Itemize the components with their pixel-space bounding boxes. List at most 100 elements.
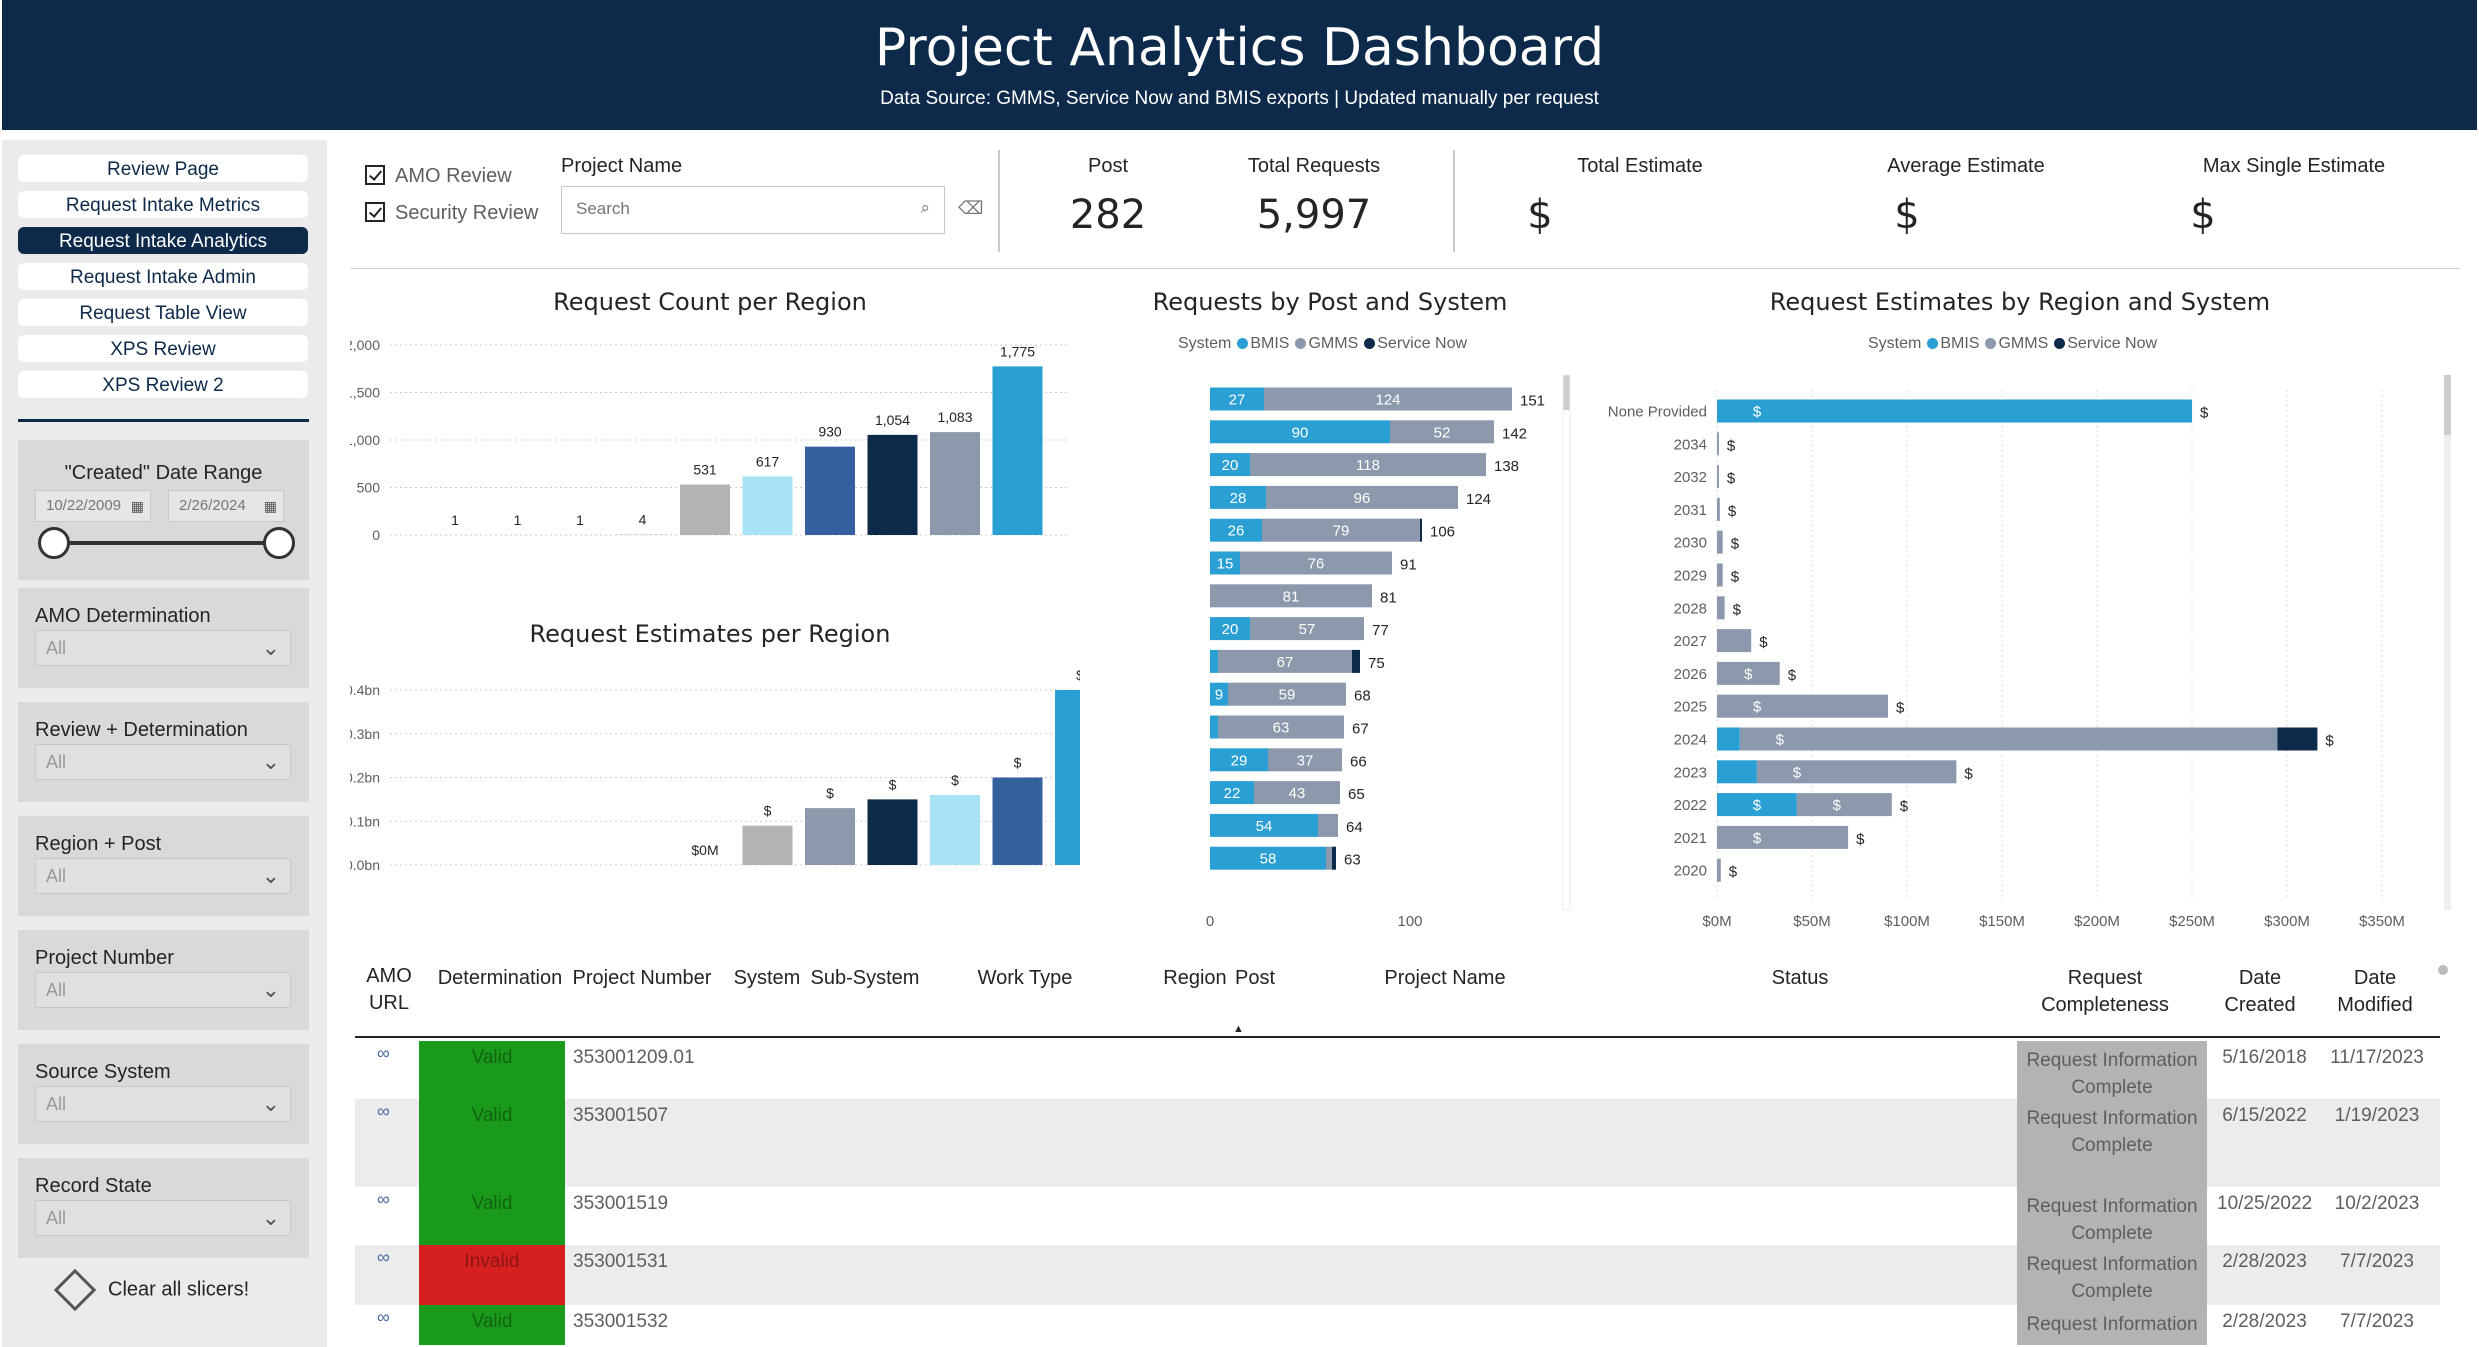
date-slider-start-handle[interactable]	[38, 527, 70, 559]
bar-segment	[1228, 682, 1346, 706]
bar-segment	[1210, 649, 1218, 673]
link-icon[interactable]: ∞	[377, 1043, 390, 1063]
link-icon[interactable]: ∞	[377, 1101, 390, 1121]
col-date-modified[interactable]: Date Modified	[2337, 967, 2413, 1016]
legend-item[interactable]: BMIS	[1250, 335, 1290, 352]
table-row[interactable]: ∞ Invalid 353001531 Request Information Com…	[355, 1245, 2440, 1305]
x-tick-label: 0	[1206, 913, 1214, 930]
legend-dot	[1927, 338, 1939, 349]
project-name-search[interactable]: ⌕	[561, 186, 945, 234]
date-slider-track[interactable]	[52, 541, 276, 545]
col-date-created[interactable]: Date Created	[2224, 967, 2296, 1016]
y-tick-label: 1,500	[350, 385, 380, 401]
dashboard-header: Project Analytics Dashboard Data Source:…	[2, 0, 2477, 130]
col-region[interactable]: Region	[1163, 967, 1227, 989]
col-work-type[interactable]: Work Type	[977, 967, 1073, 989]
project-number-cell: 353001531	[573, 1251, 669, 1272]
segment-label: 29	[1231, 752, 1248, 769]
nav-request-intake-analytics[interactable]: Request Intake Analytics	[18, 227, 308, 254]
table-row[interactable]: ∞ Valid 353001532 Request Information 2/28/2…	[355, 1305, 2440, 1345]
date-slider-end-handle[interactable]	[263, 527, 295, 559]
bar	[742, 825, 793, 865]
total-label: $	[1731, 536, 1740, 553]
nav-xps-review[interactable]: XPS Review	[18, 335, 308, 362]
nav-request-intake-metrics[interactable]: Request Intake Metrics	[18, 191, 308, 218]
sort-ascending-icon[interactable]: ▲	[1233, 1023, 1244, 1035]
calendar-icon[interactable]: ▦	[130, 498, 144, 514]
link-icon[interactable]: ∞	[377, 1247, 390, 1267]
total-label: 77	[1372, 622, 1389, 639]
review-determination-dropdown[interactable]: All ⌄	[35, 744, 291, 780]
security-review-checkbox[interactable]: Security Review	[365, 202, 538, 225]
nav-review-page[interactable]: Review Page	[18, 155, 308, 182]
search-icon[interactable]: ⌕	[920, 198, 930, 217]
col-amo-url[interactable]: AMO URL	[355, 963, 423, 1017]
eraser-icon[interactable]: ⌫	[958, 198, 984, 218]
legend-item[interactable]: GMMS	[1308, 335, 1359, 352]
legend-item[interactable]: Service Now	[2067, 335, 2158, 352]
col-status[interactable]: Status	[1771, 967, 1829, 989]
record-state-dropdown[interactable]: All ⌄	[35, 1200, 291, 1236]
total-label: 75	[1368, 655, 1385, 672]
calendar-icon[interactable]: ▦	[263, 498, 277, 514]
data-label: $0M	[691, 842, 718, 858]
scrollbar	[1563, 375, 1570, 410]
bar-segment	[1210, 420, 1390, 444]
bar-segment	[1210, 813, 1318, 837]
legend-item[interactable]: BMIS	[1940, 335, 1980, 352]
bar-segment	[1262, 518, 1420, 542]
project-number-cell: 353001519	[573, 1193, 669, 1214]
segment-label: 28	[1230, 490, 1247, 507]
link-icon[interactable]: ∞	[377, 1307, 390, 1327]
data-label: $	[826, 785, 834, 801]
legend-item[interactable]: GMMS	[1998, 335, 2049, 352]
legend-item[interactable]: Service Now	[1377, 335, 1468, 352]
amo-determination-dropdown[interactable]: All ⌄	[35, 630, 291, 666]
source-system-dropdown[interactable]: All ⌄	[35, 1086, 291, 1122]
search-input[interactable]	[562, 187, 892, 231]
nav-request-table-view[interactable]: Request Table View	[18, 299, 308, 326]
col-post[interactable]: Post	[1234, 967, 1276, 989]
date-end-input[interactable]: 2/26/2024 ▦	[168, 490, 284, 522]
project-name-label: Project Name	[561, 155, 683, 177]
legend-dot	[1295, 338, 1307, 349]
total-label: 142	[1502, 425, 1527, 442]
col-system[interactable]: System	[733, 967, 801, 989]
data-label: 4	[639, 512, 647, 528]
y-category-label: 2031	[1674, 502, 1707, 519]
col-request-completeness[interactable]: Request Completeness	[2041, 967, 2169, 1016]
table-row[interactable]: ∞ Valid 353001507 Request Information Compl…	[355, 1099, 2440, 1187]
table-row[interactable]: ∞ Valid 353001519 Request Information Compl…	[355, 1187, 2440, 1245]
region-post-dropdown[interactable]: All ⌄	[35, 858, 291, 894]
col-determination[interactable]: Determination	[437, 967, 563, 989]
date-start-input[interactable]: 10/22/2009 ▦	[35, 490, 151, 522]
bar-segment	[1796, 793, 1892, 817]
link-icon[interactable]: ∞	[377, 1189, 390, 1209]
amo-review-checkbox[interactable]: AMO Review	[365, 165, 512, 188]
col-project-number[interactable]: Project Number	[572, 967, 712, 989]
divider	[350, 268, 2460, 269]
total-label: $	[1788, 667, 1797, 684]
segment-label: $	[1776, 732, 1785, 749]
col-project-name[interactable]: Project Name	[1384, 967, 1506, 989]
segment-label: $	[1744, 666, 1753, 683]
segment-label: 124	[1375, 392, 1400, 409]
nav-xps-review-2[interactable]: XPS Review 2	[18, 371, 308, 398]
nav-request-intake-admin[interactable]: Request Intake Admin	[18, 263, 308, 290]
segment-label: 15	[1217, 556, 1234, 573]
date-end-value: 2/26/2024	[179, 497, 246, 514]
data-label: $	[1076, 667, 1080, 683]
chevron-down-icon: ⌄	[261, 1205, 280, 1230]
clear-slicers-button[interactable]: Clear all slicers!	[53, 1268, 249, 1312]
col-sub-system[interactable]: Sub-System	[810, 967, 920, 989]
bar-segment	[1717, 399, 2192, 423]
determination-cell: Valid	[419, 1041, 565, 1099]
table-header-divider	[355, 1036, 2440, 1038]
scrollbar[interactable]	[2438, 965, 2448, 975]
y-tick-label: $0.3bn	[350, 726, 380, 742]
completeness-cell: Request Information Complete	[2017, 1099, 2207, 1187]
sidebar: Review Page Request Intake Metrics Reque…	[2, 140, 327, 1347]
y-category-label: 2032	[1674, 469, 1707, 486]
project-number-dropdown[interactable]: All ⌄	[35, 972, 291, 1008]
table-row[interactable]: ∞ Valid 353001209.01 Request Information Co…	[355, 1041, 2440, 1099]
